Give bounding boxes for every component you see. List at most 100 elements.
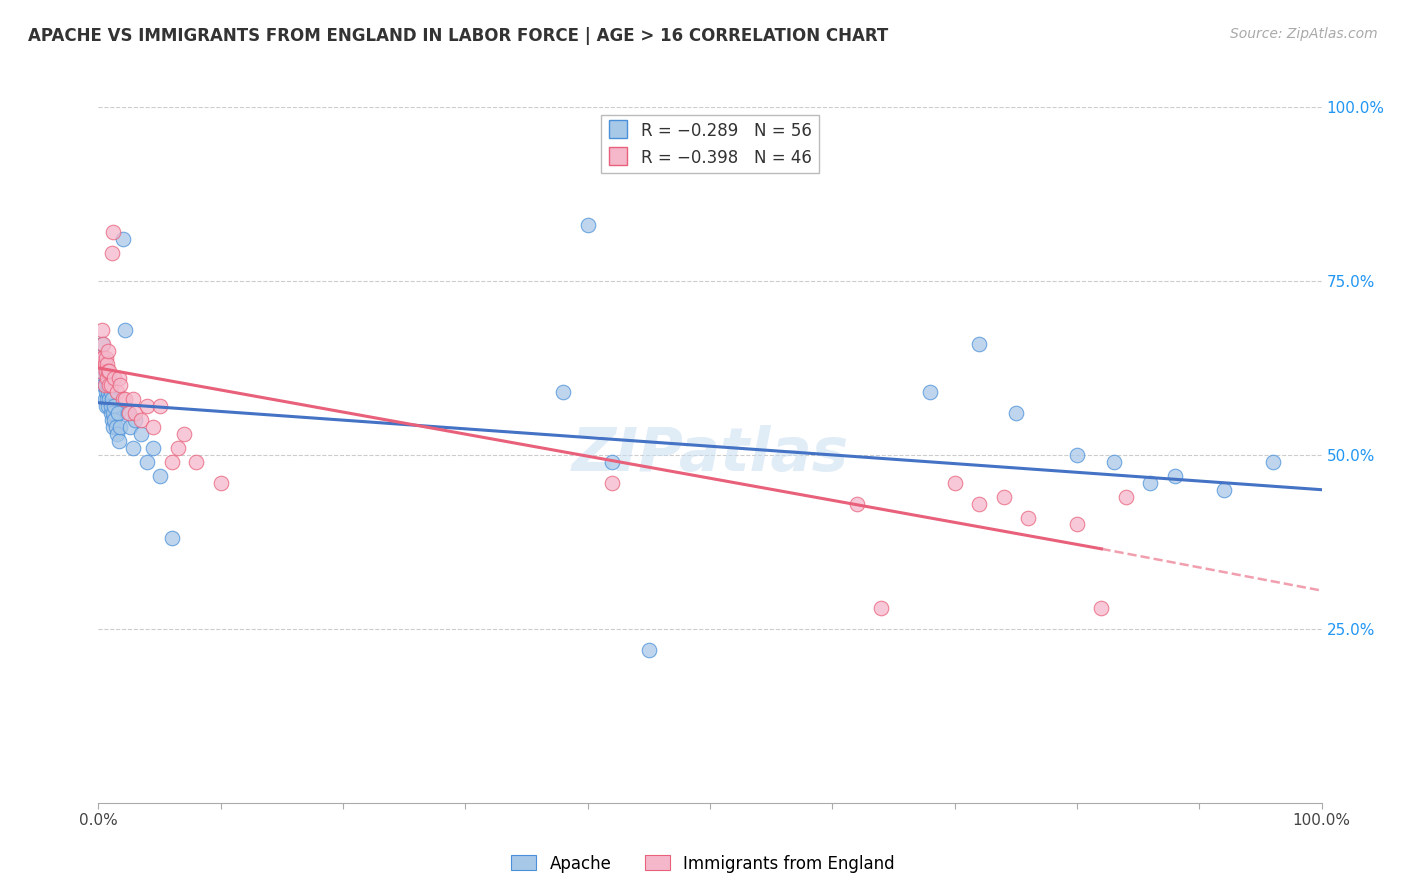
Point bbox=[105, 385, 128, 400]
Point bbox=[111, 392, 134, 407]
Point bbox=[870, 601, 893, 615]
Point bbox=[1115, 490, 1137, 504]
Point bbox=[97, 364, 120, 378]
Point bbox=[129, 413, 152, 427]
Point bbox=[97, 385, 120, 400]
Point bbox=[101, 413, 124, 427]
Point bbox=[129, 427, 152, 442]
Point bbox=[120, 420, 142, 434]
Point bbox=[1164, 468, 1187, 483]
Point bbox=[94, 385, 117, 400]
Point bbox=[1090, 601, 1112, 615]
Point bbox=[1212, 483, 1234, 497]
Point bbox=[97, 399, 120, 413]
Point bbox=[1102, 455, 1125, 469]
Point bbox=[943, 475, 966, 490]
Point bbox=[967, 336, 990, 351]
Point bbox=[117, 406, 139, 420]
Text: APACHE VS IMMIGRANTS FROM ENGLAND IN LABOR FORCE | AGE > 16 CORRELATION CHART: APACHE VS IMMIGRANTS FROM ENGLAND IN LAB… bbox=[28, 27, 889, 45]
Point bbox=[142, 420, 165, 434]
Point bbox=[1066, 448, 1088, 462]
Point bbox=[121, 441, 143, 455]
Point bbox=[91, 351, 114, 365]
Point bbox=[93, 378, 115, 392]
Point bbox=[91, 323, 114, 337]
Point bbox=[108, 371, 131, 385]
Point bbox=[91, 351, 114, 365]
Point bbox=[100, 406, 122, 420]
Point bbox=[91, 336, 114, 351]
Point bbox=[124, 406, 146, 420]
Point bbox=[100, 378, 122, 392]
Point bbox=[96, 371, 118, 385]
Point bbox=[136, 399, 159, 413]
Point bbox=[100, 399, 122, 413]
Point bbox=[96, 364, 118, 378]
Point bbox=[1139, 475, 1161, 490]
Point bbox=[142, 441, 165, 455]
Point bbox=[103, 399, 125, 413]
Point bbox=[94, 351, 117, 365]
Point bbox=[94, 364, 117, 378]
Point bbox=[93, 392, 115, 407]
Point bbox=[96, 378, 118, 392]
Point bbox=[121, 392, 143, 407]
Point bbox=[93, 358, 115, 372]
Point bbox=[160, 455, 183, 469]
Point bbox=[1004, 406, 1026, 420]
Point bbox=[638, 642, 661, 657]
Point bbox=[173, 427, 195, 442]
Point bbox=[136, 455, 159, 469]
Point bbox=[97, 378, 120, 392]
Point bbox=[209, 475, 232, 490]
Point bbox=[103, 371, 125, 385]
Point bbox=[114, 323, 136, 337]
Point bbox=[967, 497, 990, 511]
Point bbox=[101, 406, 124, 420]
Point bbox=[105, 427, 128, 442]
Text: Source: ZipAtlas.com: Source: ZipAtlas.com bbox=[1230, 27, 1378, 41]
Point bbox=[93, 364, 115, 378]
Point bbox=[1261, 455, 1284, 469]
Point bbox=[110, 420, 132, 434]
Point bbox=[98, 392, 121, 407]
Point bbox=[103, 413, 125, 427]
Point bbox=[167, 441, 190, 455]
Point bbox=[101, 392, 124, 407]
Point bbox=[90, 351, 112, 365]
Point bbox=[118, 406, 141, 420]
Point bbox=[101, 420, 124, 434]
Point bbox=[845, 497, 868, 511]
Point bbox=[100, 385, 122, 400]
Point bbox=[93, 378, 115, 392]
Legend: Apache, Immigrants from England: Apache, Immigrants from England bbox=[505, 848, 901, 880]
Point bbox=[920, 385, 942, 400]
Point bbox=[89, 364, 111, 378]
Point bbox=[149, 399, 172, 413]
Point bbox=[600, 475, 623, 490]
Point bbox=[1066, 517, 1088, 532]
Point bbox=[98, 364, 121, 378]
Point bbox=[576, 219, 599, 233]
Point bbox=[94, 371, 117, 385]
Point bbox=[160, 532, 183, 546]
Point bbox=[186, 455, 208, 469]
Point bbox=[98, 371, 121, 385]
Point bbox=[91, 378, 114, 392]
Point bbox=[600, 455, 623, 469]
Legend: R = −0.289   N = 56, R = −0.398   N = 46: R = −0.289 N = 56, R = −0.398 N = 46 bbox=[602, 115, 818, 173]
Point bbox=[111, 232, 134, 246]
Point bbox=[110, 378, 132, 392]
Point bbox=[94, 399, 117, 413]
Point bbox=[553, 385, 575, 400]
Point bbox=[98, 378, 121, 392]
Point bbox=[1017, 510, 1039, 524]
Point bbox=[114, 392, 136, 407]
Point bbox=[96, 392, 118, 407]
Point bbox=[124, 413, 146, 427]
Point bbox=[101, 225, 124, 239]
Point bbox=[97, 343, 120, 358]
Point bbox=[104, 420, 127, 434]
Text: ZIPatlas: ZIPatlas bbox=[571, 425, 849, 484]
Point bbox=[108, 434, 131, 448]
